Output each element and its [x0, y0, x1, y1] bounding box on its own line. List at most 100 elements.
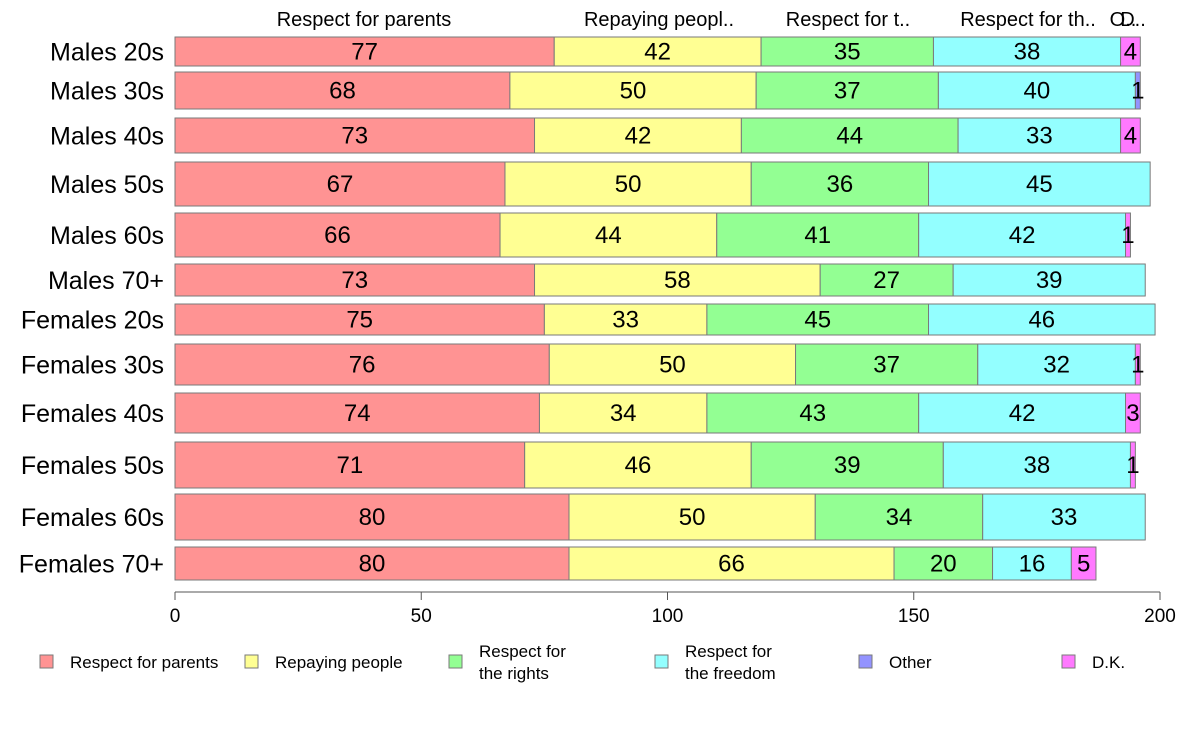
bar-row: Females 70+ 80 66 20 16 5 [19, 546, 1097, 581]
value-label: 45 [1026, 171, 1053, 198]
bar-segment [534, 263, 821, 297]
column-headers: Respect for parents Repaying peopl.. Respe… [277, 9, 1146, 31]
x-tick-label: 100 [652, 606, 684, 627]
bar-segment [499, 212, 718, 258]
bar-segment [977, 343, 1136, 386]
bar-segment [750, 441, 944, 489]
value-label: 80 [359, 504, 386, 531]
bar-segment [174, 441, 526, 489]
legend-label: Other [889, 653, 932, 672]
bar-segment [174, 71, 511, 110]
value-label: 4 [1124, 123, 1137, 150]
bar-segment [568, 546, 895, 581]
value-label: 42 [625, 123, 652, 150]
value-label: 50 [679, 504, 706, 531]
row-label: Males 20s [50, 39, 164, 67]
x-tick-label: 50 [411, 606, 432, 627]
legend-swatch [654, 654, 669, 669]
bar-segment [174, 546, 570, 581]
row-label: Females 40s [21, 400, 164, 428]
bar-segment [893, 546, 994, 581]
value-label: 75 [346, 307, 373, 334]
x-tick-label: 200 [1144, 606, 1176, 627]
bar-segment [706, 392, 920, 434]
bar-segment [982, 493, 1146, 541]
value-label: 39 [834, 452, 861, 479]
value-label: 43 [799, 400, 826, 427]
value-label: 74 [344, 400, 371, 427]
bar-row: Males 20s 77 42 35 38 4 [50, 36, 1141, 67]
bar-segment [1070, 546, 1097, 581]
column-header: Respect for parents [277, 9, 452, 31]
column-header: Respect for t.. [786, 9, 911, 31]
x-tick-label: 150 [898, 606, 930, 627]
value-label: 73 [341, 123, 368, 150]
value-label: 34 [610, 400, 637, 427]
bar-segment [174, 263, 536, 297]
value-label: 42 [1009, 400, 1036, 427]
value-label: 34 [886, 504, 913, 531]
column-header: Respect for th.. [960, 9, 1096, 31]
value-label: 42 [644, 39, 671, 66]
value-label: 77 [351, 39, 378, 66]
bar-segment [174, 343, 550, 386]
bar-segment [937, 71, 1136, 110]
bar-segment [553, 36, 762, 67]
bar-segment [174, 303, 545, 336]
legend-swatch [1061, 654, 1076, 669]
value-label: 46 [625, 452, 652, 479]
bar-segment [1125, 392, 1141, 434]
legend-item: Respect for the rights [448, 642, 566, 683]
value-label: 37 [834, 78, 861, 105]
value-label: 32 [1043, 352, 1070, 379]
row-label: Males 70+ [48, 267, 164, 295]
bar-segment [918, 392, 1127, 434]
bar-segment [957, 117, 1122, 154]
legend-label: Repaying people [275, 653, 403, 672]
legend-label: the freedom [685, 664, 776, 683]
legend-swatch [858, 654, 873, 669]
row-label: Females 50s [21, 452, 164, 480]
value-label: 39 [1036, 267, 1063, 294]
value-label: 37 [873, 352, 900, 379]
column-header: O.. [1110, 9, 1137, 31]
bar-segment [543, 303, 708, 336]
value-label: 73 [341, 267, 368, 294]
value-label: 1 [1131, 352, 1144, 379]
value-label: 38 [1014, 39, 1041, 66]
bar-segment [568, 493, 816, 541]
bar-segment [819, 263, 954, 297]
value-label: 33 [1051, 504, 1078, 531]
value-label: 1 [1126, 452, 1139, 479]
bar-segment [1134, 343, 1141, 386]
value-label: 38 [1024, 452, 1051, 479]
value-label: 45 [804, 307, 831, 334]
bar-segment [1120, 117, 1141, 154]
row-label: Males 30s [50, 78, 164, 106]
column-header: D.. [1120, 9, 1146, 31]
bar-segment [952, 263, 1146, 297]
bar-segment [740, 117, 959, 154]
value-label: 58 [664, 267, 691, 294]
value-label: 1 [1121, 222, 1134, 249]
value-label: 16 [1019, 551, 1046, 578]
value-label: 33 [612, 307, 639, 334]
value-label: 40 [1024, 78, 1051, 105]
row-label: Males 40s [50, 123, 164, 151]
bar-segment [174, 493, 570, 541]
bar-segment [928, 161, 1151, 207]
bar-segment [755, 71, 939, 110]
bar-segment [928, 303, 1156, 336]
value-label: 41 [804, 222, 831, 249]
value-label: 36 [827, 171, 854, 198]
value-label: 67 [327, 171, 354, 198]
bar-segment [504, 161, 752, 207]
bar-segment [548, 343, 797, 386]
bar-row: Males 70+ 73 58 27 39 [48, 263, 1146, 297]
bar-segment [509, 71, 757, 110]
bar-segment [814, 493, 984, 541]
bar-segment [795, 343, 979, 386]
bar-row: Females 60s 80 50 34 33 [21, 493, 1146, 541]
